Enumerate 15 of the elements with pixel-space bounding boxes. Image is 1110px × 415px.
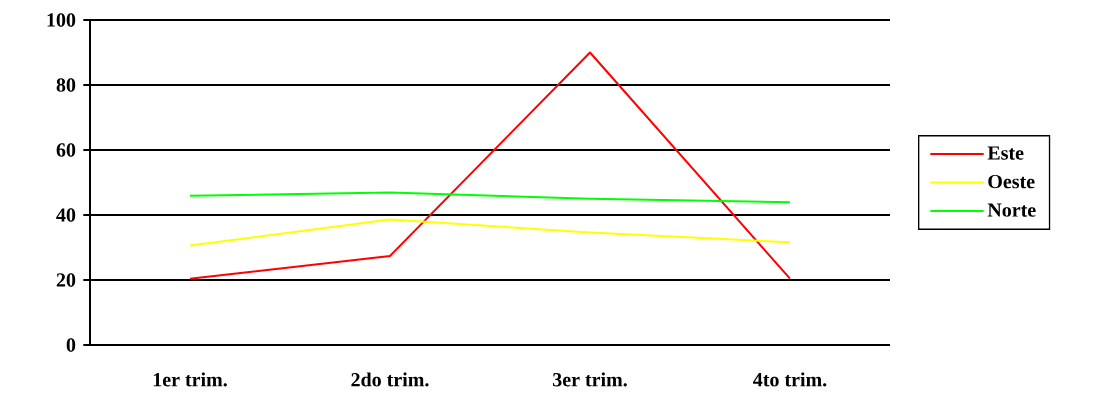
- y-tick-label: 80: [56, 78, 76, 92]
- x-tick-label: 1er trim.: [153, 372, 227, 387]
- x-tick-label: 2do trim.: [351, 372, 429, 387]
- x-tick-label: 4to trim.: [753, 372, 827, 387]
- legend-label: Este: [987, 146, 1024, 160]
- line-series: [189, 218, 792, 247]
- legend-label: Oeste: [988, 174, 1035, 189]
- y-tick-label: 20: [56, 273, 76, 287]
- legend-label: Norte: [987, 203, 1036, 217]
- x-tick-label: 3er trim.: [553, 372, 627, 387]
- y-tick-label: 60: [56, 143, 76, 157]
- y-tick-label: 40: [56, 208, 76, 222]
- y-tick-label: 0: [66, 338, 76, 352]
- y-tick-label: 100: [47, 13, 76, 27]
- line-series: [189, 191, 792, 204]
